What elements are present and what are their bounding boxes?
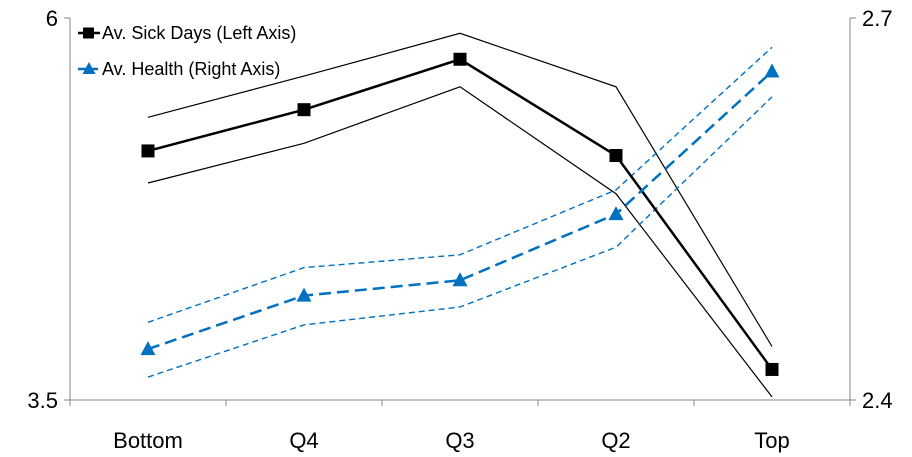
series-1-point — [608, 206, 624, 221]
x-tick-label: Q2 — [601, 428, 630, 453]
y-left-tick-label: 3.5 — [27, 388, 58, 413]
legend: Av. Sick Days (Left Axis) Av. Health (Rig… — [78, 23, 296, 79]
series-1-upper-band — [147, 46, 773, 323]
x-tick-label: Bottom — [113, 428, 183, 453]
x-tick-label: Q4 — [289, 428, 318, 453]
series-markers — [140, 52, 780, 376]
x-tick-label: Q3 — [445, 428, 474, 453]
series-0-point — [297, 103, 311, 117]
legend-label-0: Av. Sick Days (Left Axis) — [102, 23, 296, 43]
series-1-lower-band — [147, 96, 773, 378]
confidence-bands — [147, 32, 773, 398]
series-0-upper-band — [147, 32, 773, 347]
series-1-line — [147, 70, 773, 351]
series-0-point — [765, 362, 779, 376]
y-right-tick-label: 2.4 — [862, 388, 893, 413]
axes — [64, 17, 856, 406]
series-1-point — [764, 63, 780, 78]
y-left-tick-label: 6 — [46, 6, 58, 31]
x-tick-label: Top — [754, 428, 789, 453]
legend-label-1: Av. Health (Right Axis) — [102, 59, 280, 79]
series-0-line — [147, 57, 774, 371]
tick-labels: 3.5 6 2.4 2.7 Bottom Q4 Q3 Q2 Top — [27, 6, 892, 453]
legend-marker-1 — [82, 62, 96, 74]
legend-marker-0 — [83, 27, 94, 39]
series-1-point — [452, 272, 468, 287]
series-0-point — [609, 149, 623, 163]
series-0-point — [453, 52, 467, 66]
series-0-point — [141, 144, 155, 158]
series-1-point — [140, 341, 156, 356]
series-lines — [147, 57, 774, 371]
series-1-point — [296, 287, 312, 302]
series-0-lower-band — [147, 86, 773, 398]
y-right-tick-label: 2.7 — [862, 6, 893, 31]
